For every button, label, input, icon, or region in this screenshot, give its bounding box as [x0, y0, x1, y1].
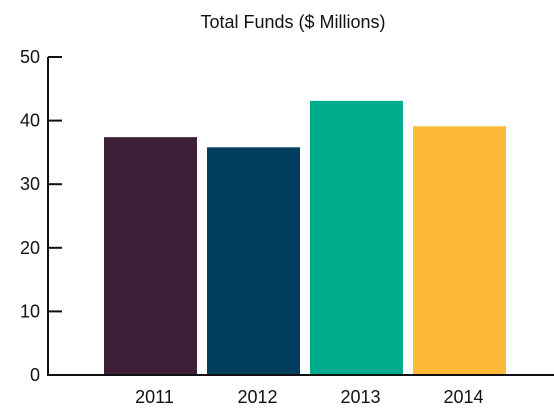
x-tick-label-2014: 2014: [443, 387, 483, 407]
bar-2012: [207, 147, 300, 375]
bar-2014: [413, 126, 506, 375]
x-tick-label-2011: 2011: [135, 387, 174, 407]
chart-title: Total Funds ($ Millions): [200, 12, 385, 32]
x-tick-label-2012: 2012: [237, 387, 277, 407]
y-tick-label-30: 30: [20, 174, 40, 194]
x-axis-labels: 2011 2012 2013 2014: [135, 387, 483, 407]
y-tick-label-50: 50: [20, 47, 40, 67]
x-tick-label-2013: 2013: [340, 387, 380, 407]
bar-2011: [104, 137, 197, 375]
y-tick-label-40: 40: [20, 111, 40, 131]
y-axis-ticks: 0 10 20 30 40 50: [20, 47, 62, 385]
bars: [104, 100, 506, 375]
bar-2013: [310, 100, 403, 375]
y-tick-label-20: 20: [20, 238, 40, 258]
y-tick-label-10: 10: [20, 301, 40, 321]
y-tick-label-0: 0: [30, 365, 40, 385]
